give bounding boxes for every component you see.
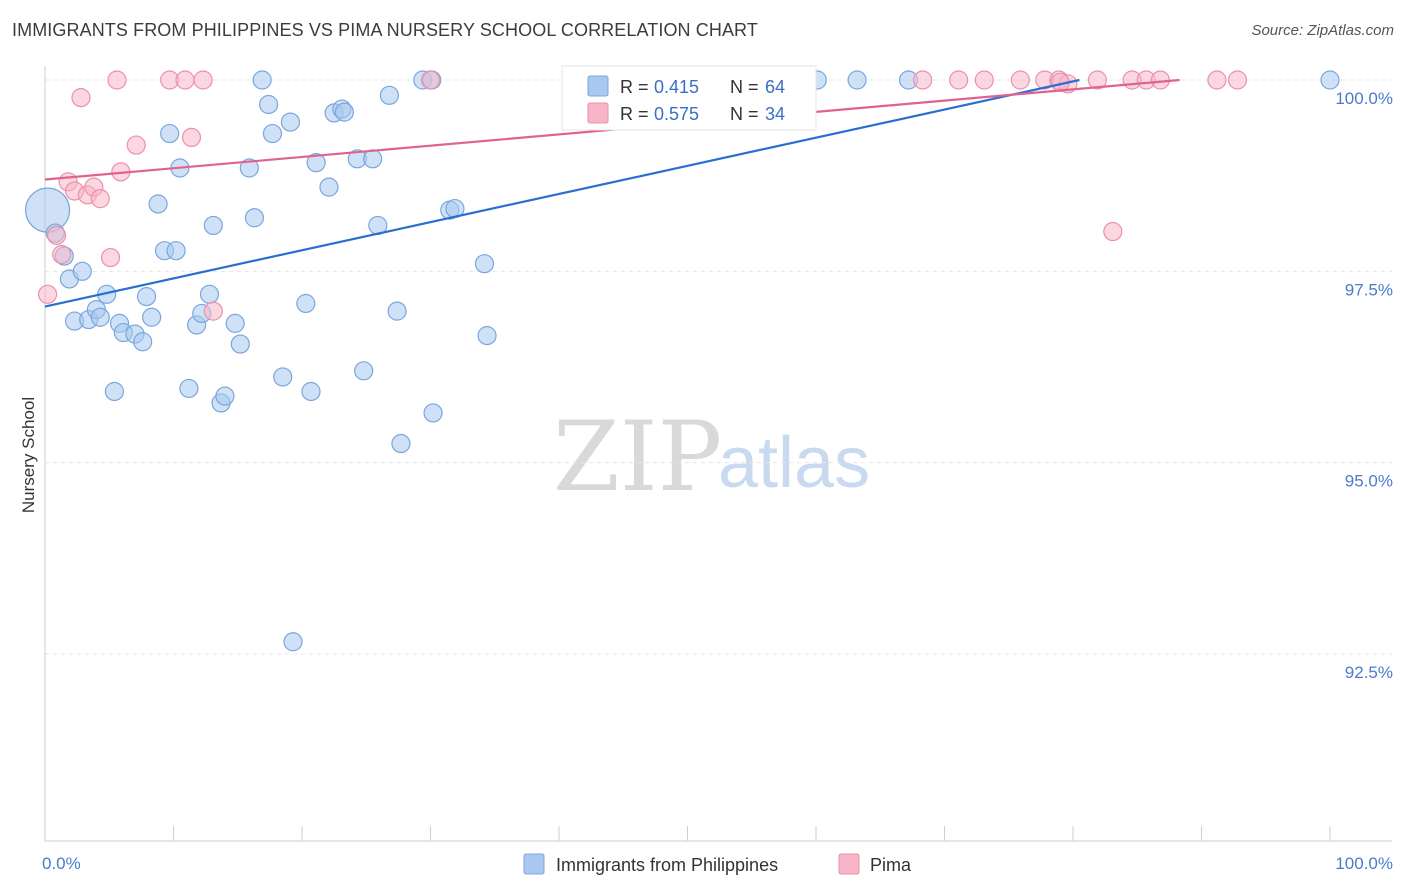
point-pima-22 (1010, 70, 1030, 90)
legend-swatch-pima (587, 102, 609, 124)
point-philippines-15 (136, 286, 157, 307)
point-philippines-14 (133, 332, 153, 352)
point-pima-15 (181, 127, 202, 147)
bottom-legend-swatch-philippines (523, 853, 545, 875)
y-tick-label-1: 97.5% (1345, 280, 1393, 299)
point-pima-30 (1150, 70, 1170, 90)
legend-n-value-pima: 34 (765, 104, 785, 124)
point-philippines-10 (104, 381, 124, 402)
point-philippines-51 (387, 301, 407, 321)
chart-title: IMMIGRANTS FROM PHILIPPINES VS PIMA NURS… (12, 20, 758, 40)
y-tick-label-0: 100.0% (1335, 89, 1393, 108)
point-pima-12 (126, 135, 146, 155)
point-pima-5 (71, 88, 91, 108)
point-philippines-52 (391, 433, 411, 454)
legend-r-value-pima: 0.575 (654, 104, 699, 124)
point-philippines-45 (334, 102, 355, 122)
point-philippines-38 (283, 632, 303, 652)
point-pima-16 (193, 70, 213, 90)
point-philippines-19 (160, 123, 180, 144)
point-philippines-59 (477, 326, 497, 346)
point-pima-0 (37, 284, 58, 304)
legend-r-label-pima: R = (620, 104, 649, 124)
point-pima-18 (420, 70, 441, 90)
point-philippines-26 (203, 215, 223, 236)
point-philippines-63 (1320, 70, 1340, 90)
bottom-legend-swatch-pima (838, 853, 860, 875)
point-pima-19 (913, 70, 933, 90)
point-philippines-35 (262, 123, 283, 144)
point-philippines-20 (166, 241, 186, 261)
point-pima-31 (1207, 70, 1227, 90)
point-philippines-40 (301, 381, 321, 402)
watermark: ZIP atlas (553, 401, 870, 513)
point-philippines-22 (179, 378, 199, 399)
series-philippines-points (24, 70, 1340, 652)
point-philippines-55 (423, 403, 443, 423)
point-pima-17 (203, 301, 223, 321)
legend-n-label-pima: N = (730, 104, 759, 124)
trend-line-philippines (44, 78, 1080, 308)
point-pima-26 (1087, 70, 1108, 90)
point-philippines-30 (230, 334, 250, 354)
point-philippines-31 (239, 158, 259, 178)
point-pima-1 (46, 225, 67, 245)
x-tick-label-min: 0.0% (42, 854, 81, 873)
point-philippines-28 (215, 386, 235, 406)
point-pima-32 (1227, 70, 1248, 90)
point-philippines-33 (252, 70, 272, 90)
point-philippines-34 (258, 94, 279, 115)
point-pima-9 (100, 247, 121, 268)
point-pima-2 (52, 244, 72, 265)
bottom-legend-label-pima: Pima (870, 855, 912, 875)
point-philippines-8 (90, 307, 110, 327)
point-philippines-36 (273, 367, 293, 387)
point-philippines-41 (306, 153, 326, 173)
point-philippines-29 (225, 313, 245, 333)
point-philippines-58 (474, 254, 495, 274)
point-philippines-61 (847, 70, 867, 90)
point-pima-20 (949, 70, 969, 90)
point-philippines-32 (244, 208, 265, 228)
point-philippines-0 (24, 187, 71, 233)
legend-r-value-philippines: 0.415 (654, 77, 699, 97)
point-philippines-39 (296, 293, 316, 314)
legend-r-label-philippines: R = (620, 77, 649, 97)
bottom-legend: Immigrants from Philippines Pima (523, 853, 912, 875)
x-tick-label-max: 100.0% (1335, 854, 1393, 873)
point-philippines-37 (280, 112, 301, 132)
y-tick-labels: 100.0% 97.5% 95.0% 92.5% (1335, 89, 1393, 682)
point-philippines-48 (363, 149, 383, 169)
point-philippines-25 (199, 284, 220, 304)
point-pima-10 (107, 70, 127, 90)
point-pima-21 (974, 70, 994, 90)
point-pima-27 (1103, 221, 1123, 242)
point-philippines-50 (379, 85, 399, 105)
chart-source: Source: ZipAtlas.com (1251, 22, 1394, 39)
point-philippines-47 (354, 361, 374, 381)
point-philippines-42 (319, 177, 339, 197)
y-tick-label-3: 92.5% (1345, 663, 1393, 682)
y-tick-label-2: 95.0% (1345, 472, 1393, 491)
legend: R = 0.415 N = 64 R = 0.575 N = 34 (561, 65, 817, 131)
legend-n-label-philippines: N = (730, 77, 759, 97)
watermark-zip: ZIP (553, 401, 722, 513)
y-axis-label: Nursery School (19, 397, 38, 513)
point-pima-14 (175, 70, 195, 90)
legend-swatch-philippines (587, 75, 609, 97)
point-philippines-17 (148, 194, 168, 214)
point-pima-8 (90, 189, 110, 209)
point-philippines-4 (72, 261, 92, 281)
legend-n-value-philippines: 64 (765, 77, 785, 97)
point-philippines-16 (142, 307, 162, 327)
bottom-legend-label-philippines: Immigrants from Philippines (556, 855, 778, 875)
